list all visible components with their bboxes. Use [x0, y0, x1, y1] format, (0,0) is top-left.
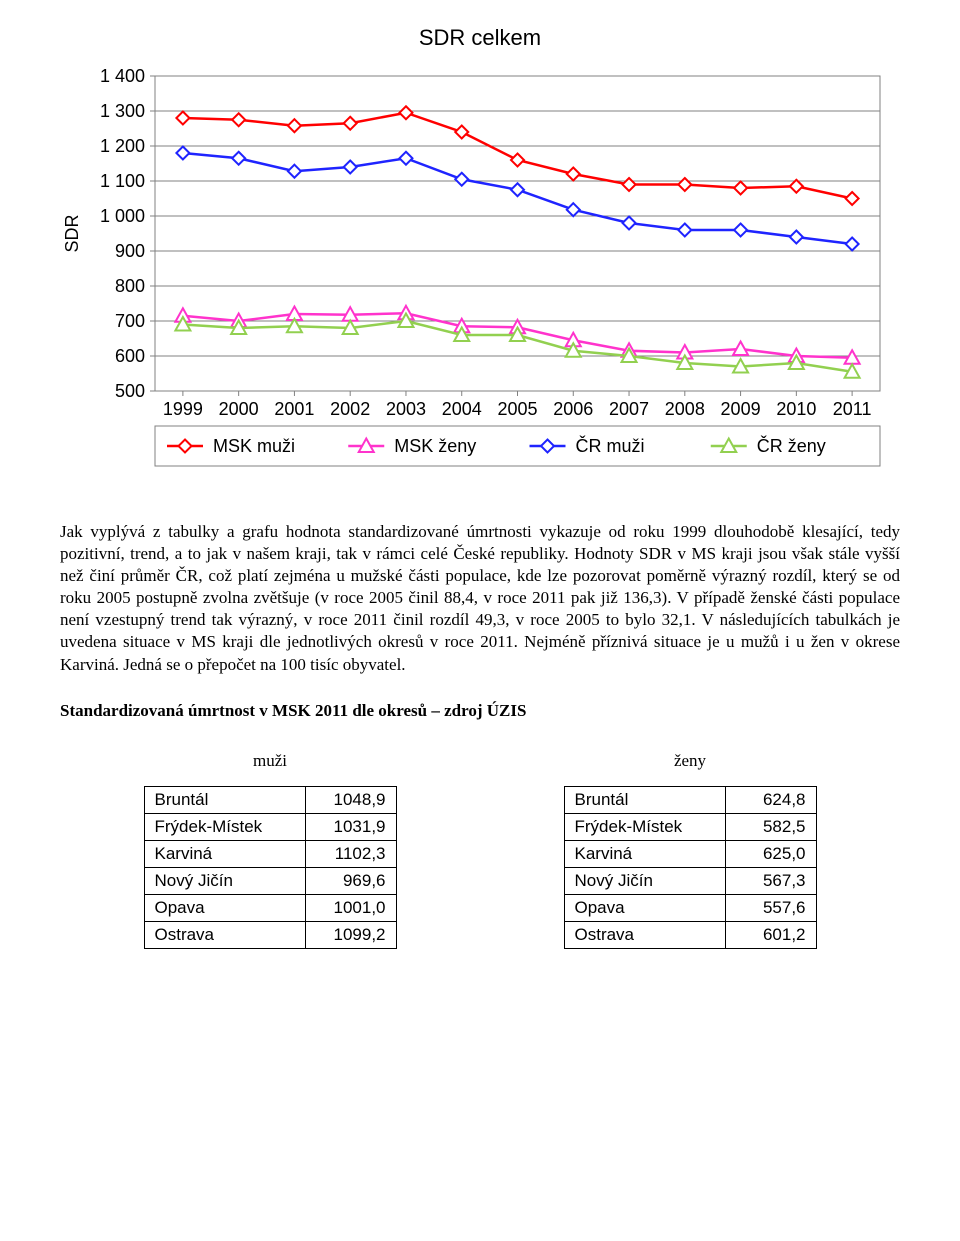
district-name: Ostrava	[144, 921, 305, 948]
table-row: Frýdek-Místek1031,9	[144, 813, 396, 840]
svg-text:2002: 2002	[330, 399, 370, 419]
sdr-chart: 500 600 700 800 900 1 000 1 100 1 200 1 300 1 400…	[60, 61, 900, 491]
district-name: Opava	[564, 894, 725, 921]
table-left-data: Bruntál1048,9Frýdek-Místek1031,9Karviná1…	[144, 786, 397, 949]
table-right-title: ženy	[540, 751, 840, 771]
svg-text:2007: 2007	[609, 399, 649, 419]
svg-text:2011: 2011	[833, 399, 872, 419]
table-row: Opava557,6	[564, 894, 816, 921]
svg-text:ČR muži: ČR muži	[576, 435, 645, 456]
district-value: 1001,0	[305, 894, 396, 921]
svg-text:1 300: 1 300	[100, 101, 145, 121]
svg-text:MSK ženy: MSK ženy	[394, 436, 476, 456]
district-name: Nový Jičín	[564, 867, 725, 894]
table-row: Bruntál624,8	[564, 786, 816, 813]
table-right: ženy Bruntál624,8Frýdek-Místek582,5Karvi…	[540, 731, 840, 949]
body-paragraph: Jak vyplývá z tabulky a grafu hodnota st…	[60, 521, 900, 676]
table-row: Nový Jičín567,3	[564, 867, 816, 894]
table-row: Bruntál1048,9	[144, 786, 396, 813]
district-name: Ostrava	[564, 921, 725, 948]
svg-text:SDR: SDR	[62, 214, 82, 252]
district-value: 625,0	[725, 840, 816, 867]
district-value: 1102,3	[305, 840, 396, 867]
svg-text:1 000: 1 000	[100, 206, 145, 226]
district-value: 969,6	[305, 867, 396, 894]
tables-container: muži Bruntál1048,9Frýdek-Místek1031,9Kar…	[60, 731, 900, 949]
table-left: muži Bruntál1048,9Frýdek-Místek1031,9Kar…	[120, 731, 420, 949]
svg-text:600: 600	[115, 346, 145, 366]
district-name: Bruntál	[564, 786, 725, 813]
svg-text:2005: 2005	[497, 399, 537, 419]
district-name: Karviná	[564, 840, 725, 867]
svg-text:2000: 2000	[219, 399, 259, 419]
svg-text:500: 500	[115, 381, 145, 401]
svg-text:ČR ženy: ČR ženy	[757, 435, 826, 456]
svg-text:MSK muži: MSK muži	[213, 436, 295, 456]
svg-text:2009: 2009	[721, 399, 761, 419]
table-left-title: muži	[120, 751, 420, 771]
table-row: Nový Jičín969,6	[144, 867, 396, 894]
table-row: Frýdek-Místek582,5	[564, 813, 816, 840]
table-row: Opava1001,0	[144, 894, 396, 921]
district-value: 601,2	[725, 921, 816, 948]
district-value: 1031,9	[305, 813, 396, 840]
svg-text:1 400: 1 400	[100, 66, 145, 86]
district-value: 1048,9	[305, 786, 396, 813]
district-name: Nový Jičín	[144, 867, 305, 894]
district-value: 1099,2	[305, 921, 396, 948]
svg-text:2003: 2003	[386, 399, 426, 419]
table-right-data: Bruntál624,8Frýdek-Místek582,5Karviná625…	[564, 786, 817, 949]
svg-text:2001: 2001	[274, 399, 314, 419]
district-value: 557,6	[725, 894, 816, 921]
district-name: Frýdek-Místek	[564, 813, 725, 840]
district-name: Bruntál	[144, 786, 305, 813]
table-row: Ostrava601,2	[564, 921, 816, 948]
district-value: 567,3	[725, 867, 816, 894]
svg-text:800: 800	[115, 276, 145, 296]
district-value: 624,8	[725, 786, 816, 813]
table-row: Karviná1102,3	[144, 840, 396, 867]
chart-title: SDR celkem	[60, 25, 900, 51]
district-value: 582,5	[725, 813, 816, 840]
svg-text:2010: 2010	[776, 399, 816, 419]
svg-text:1999: 1999	[163, 399, 203, 419]
district-name: Karviná	[144, 840, 305, 867]
svg-text:2006: 2006	[553, 399, 593, 419]
svg-text:1 100: 1 100	[100, 171, 145, 191]
tables-subheading: Standardizovaná úmrtnost v MSK 2011 dle …	[60, 701, 900, 721]
svg-text:2004: 2004	[442, 399, 482, 419]
table-row: Karviná625,0	[564, 840, 816, 867]
svg-text:1 200: 1 200	[100, 136, 145, 156]
district-name: Opava	[144, 894, 305, 921]
table-row: Ostrava1099,2	[144, 921, 396, 948]
svg-text:2008: 2008	[665, 399, 705, 419]
svg-text:900: 900	[115, 241, 145, 261]
district-name: Frýdek-Místek	[144, 813, 305, 840]
svg-text:700: 700	[115, 311, 145, 331]
